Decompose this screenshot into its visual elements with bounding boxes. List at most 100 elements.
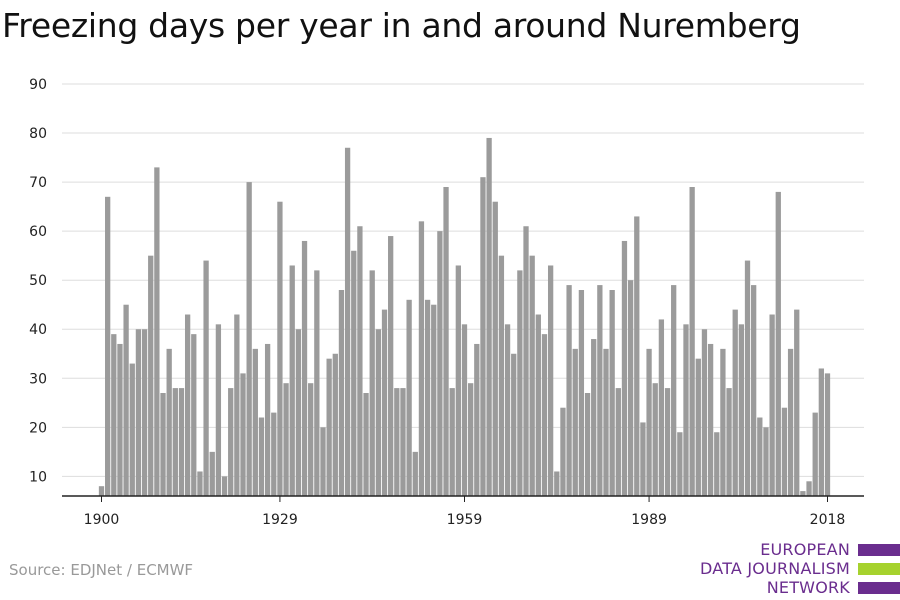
bar-1946 [381, 309, 388, 496]
bar-1917 [203, 260, 209, 496]
bar-1904 [123, 304, 129, 496]
bar-1911 [166, 348, 172, 496]
bar-1994 [677, 432, 683, 496]
bar-1975 [560, 407, 566, 496]
bar-1990 [652, 383, 658, 496]
bar-1958 [455, 265, 461, 496]
bar-2007 [757, 417, 763, 496]
y-tick-label: 50 [29, 273, 47, 289]
bar-1953 [424, 299, 431, 496]
y-axis-labels: 10 20 30 40 50 60 70 80 90 [29, 77, 47, 485]
bar-1949 [400, 388, 406, 496]
bar-1972 [541, 334, 548, 496]
bar-2010 [775, 191, 781, 496]
bar-1987 [634, 216, 640, 496]
bar-1974 [554, 471, 560, 496]
bar-1956 [443, 187, 449, 496]
bar-1962 [480, 177, 486, 496]
bar-2015 [806, 481, 812, 496]
bar-2016 [812, 412, 818, 496]
bar-1933 [301, 240, 308, 496]
y-tick-label: 20 [29, 420, 47, 436]
bar-1961 [474, 343, 480, 496]
bar-1912 [172, 388, 178, 496]
source-note: Source: EDJNet / ECMWF [9, 561, 194, 579]
bar-2009 [769, 314, 775, 496]
bar-1968 [517, 270, 523, 496]
bar-2012 [787, 348, 794, 496]
bar-1963 [486, 137, 492, 496]
bar-1993 [671, 285, 677, 496]
bar-1977 [572, 348, 578, 496]
x-tick-label: 2018 [810, 512, 846, 528]
edjnet-logo: EUROPEAN DATA JOURNALISM NETWORK [700, 540, 900, 598]
bar-2018 [824, 373, 831, 496]
bar-1942 [357, 226, 363, 497]
bar-2011 [781, 407, 788, 496]
logo-bar-green [858, 563, 900, 575]
bar-1926 [258, 417, 265, 496]
bar-1948 [394, 388, 400, 496]
bar-1986 [627, 280, 634, 496]
bars [98, 137, 831, 497]
bar-2001 [720, 348, 726, 496]
bar-1960 [468, 383, 474, 496]
logo-line-data-journalism: DATA JOURNALISM [700, 559, 850, 578]
bar-1907 [141, 329, 148, 496]
bar-1971 [535, 314, 541, 496]
bar-2002 [726, 388, 732, 496]
bar-chart: 10 20 30 40 50 60 70 80 90 1900 1929 1959 1989 2018 [29, 77, 864, 528]
bar-1973 [547, 265, 554, 496]
bar-1957 [449, 388, 455, 496]
bar-1991 [658, 319, 665, 496]
bar-1980 [591, 339, 597, 496]
bar-1905 [129, 363, 135, 496]
bar-1955 [437, 231, 443, 496]
bar-1964 [492, 201, 498, 496]
bar-1915 [191, 334, 197, 496]
bar-2014 [800, 491, 806, 496]
bar-1998 [701, 329, 708, 496]
bar-1910 [160, 393, 166, 496]
bar-1988 [640, 422, 646, 496]
y-tick-label: 90 [29, 77, 47, 93]
bar-1969 [523, 226, 529, 497]
bar-1931 [289, 265, 295, 496]
bar-1978 [578, 290, 585, 496]
bar-1908 [148, 255, 154, 496]
y-tick-label: 60 [29, 224, 47, 240]
bar-1901 [105, 196, 111, 496]
bar-1954 [431, 304, 437, 496]
bar-1919 [215, 324, 222, 496]
bar-1936 [320, 427, 326, 496]
x-tick-label: 1929 [262, 512, 298, 528]
y-tick-label: 30 [29, 371, 47, 387]
bar-2006 [751, 285, 757, 496]
bar-1939 [338, 290, 345, 496]
bar-1934 [308, 383, 314, 496]
y-tick-label: 70 [29, 175, 47, 191]
bar-1927 [264, 343, 271, 496]
bar-1950 [406, 299, 412, 496]
bar-1928 [271, 412, 277, 496]
bar-1951 [412, 451, 418, 496]
y-tick-label: 40 [29, 322, 47, 338]
x-tick-label: 1959 [447, 512, 483, 528]
bar-1970 [529, 255, 535, 496]
bar-1989 [646, 348, 652, 496]
bar-1965 [498, 255, 505, 496]
logo-line-european: EUROPEAN [760, 540, 850, 559]
x-tick-label: 1900 [84, 512, 120, 528]
bar-1924 [246, 182, 252, 496]
bar-1923 [240, 373, 246, 496]
bar-1981 [597, 285, 603, 496]
x-tick-label: 1989 [631, 512, 667, 528]
bar-1902 [111, 334, 117, 496]
bar-1929 [277, 201, 283, 496]
bar-1916 [197, 471, 203, 496]
logo-bar-purple-bottom [858, 582, 900, 594]
bar-1909 [154, 167, 160, 496]
bar-2004 [738, 324, 745, 496]
bar-1997 [695, 358, 701, 496]
bar-1918 [209, 451, 215, 496]
